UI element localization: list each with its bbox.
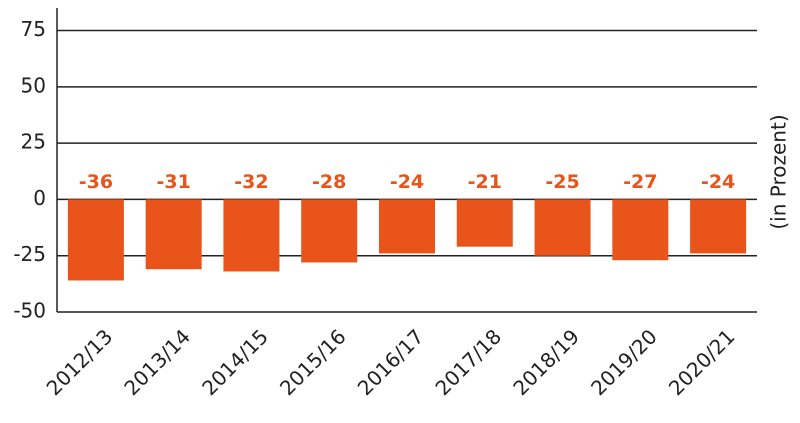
- data-label: -24: [701, 171, 735, 193]
- bar: [223, 199, 280, 272]
- y-tick-label: 50: [21, 73, 46, 97]
- bar: [67, 199, 124, 281]
- x-tick-label: 2014/15: [197, 324, 273, 400]
- y-tick-label: 25: [21, 130, 46, 154]
- y-tick-label: -25: [13, 242, 46, 266]
- data-label: -25: [545, 171, 579, 193]
- x-tick-label: 2012/13: [42, 324, 118, 400]
- x-tick-label: 2013/14: [119, 324, 195, 400]
- data-label: -24: [390, 171, 424, 193]
- x-tick-label: 2015/16: [275, 324, 351, 400]
- data-label: -31: [157, 171, 191, 193]
- y-tick-label: 0: [33, 186, 46, 210]
- bar: [456, 199, 513, 247]
- bar: [534, 199, 591, 256]
- data-label: -27: [623, 171, 657, 193]
- y-tick-label: 75: [21, 17, 46, 41]
- bar: [379, 199, 435, 254]
- bar: [612, 199, 669, 261]
- bar: [145, 199, 202, 270]
- x-tick-label: 2017/18: [430, 324, 506, 400]
- y-tick-label: -50: [13, 299, 46, 323]
- data-label: -32: [234, 171, 268, 193]
- x-tick-label: 2019/20: [586, 324, 662, 400]
- x-tick-label: 2016/17: [353, 324, 429, 400]
- data-label: -21: [468, 171, 502, 193]
- x-tick-label: 2018/19: [508, 324, 584, 400]
- y-axis-label: (in Prozent): [767, 114, 791, 229]
- data-label: -28: [312, 171, 346, 193]
- bar: [301, 199, 358, 263]
- x-tick-label: 2020/21: [664, 324, 740, 400]
- data-label: -36: [79, 171, 113, 193]
- bar: [690, 199, 747, 254]
